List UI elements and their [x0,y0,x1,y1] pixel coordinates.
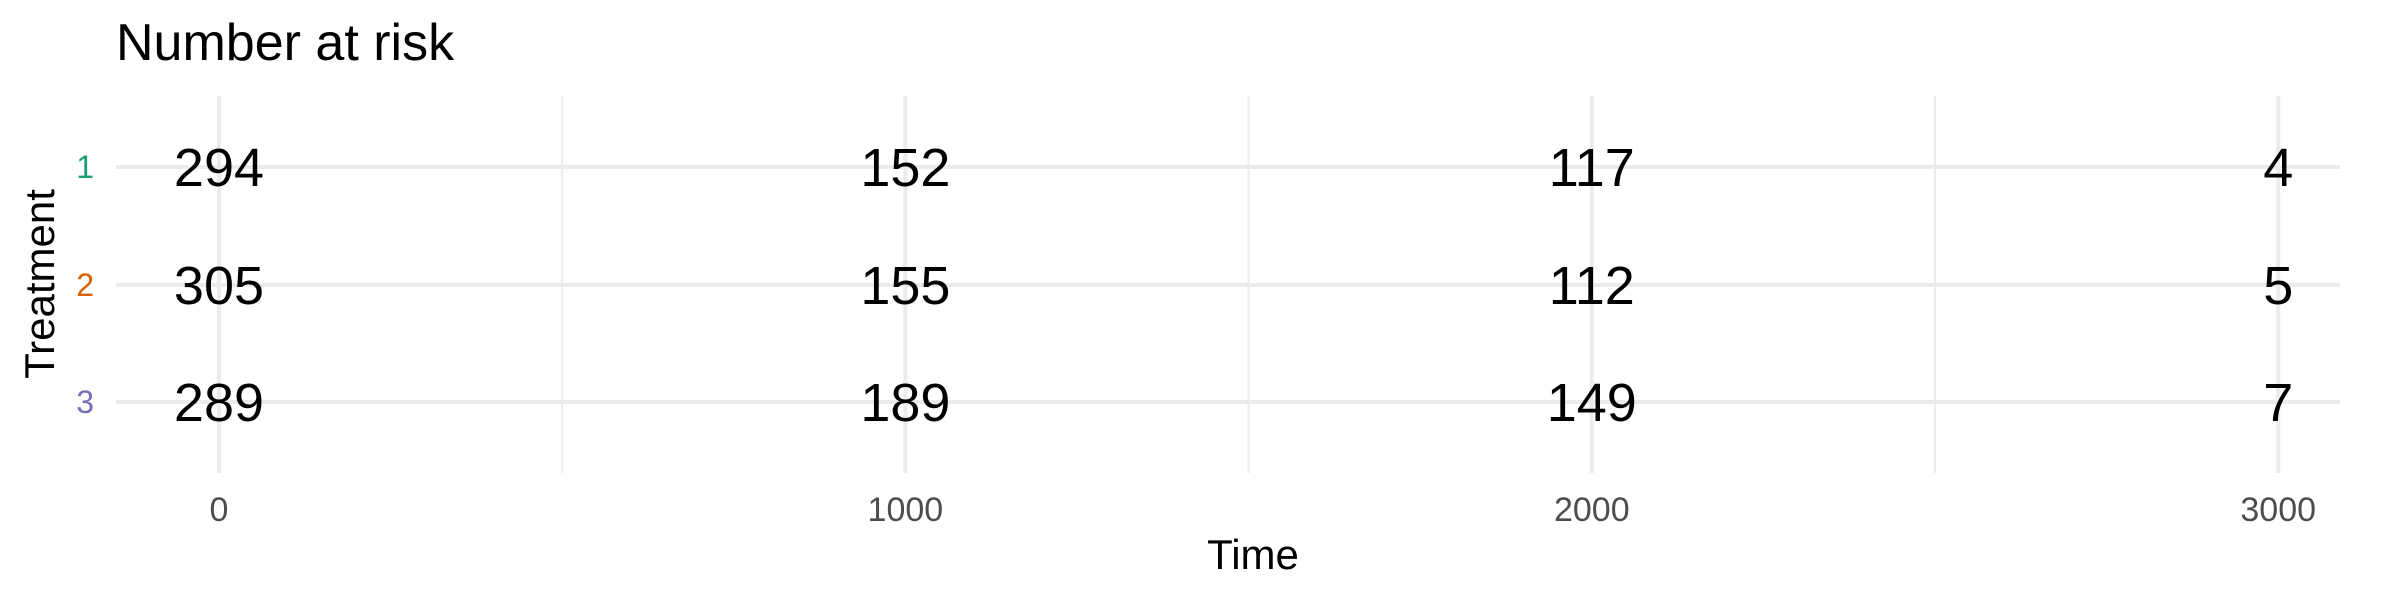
risk-cells: 294 152 117 4 305 155 112 5 289 189 149 7 [174,138,2293,433]
risk-value: 117 [1549,138,1635,198]
x-tick-labels: 0 1000 2000 3000 [210,491,2317,529]
risk-value: 189 [860,373,950,433]
risk-value: 112 [1549,256,1635,316]
x-tick-label: 2000 [1554,491,1630,529]
x-axis-title: Time [1207,531,1299,578]
y-tick-label: 2 [76,267,94,303]
y-tick-label: 3 [76,384,94,420]
risk-value: 289 [174,373,264,433]
y-tick-labels: 1 2 3 [76,149,94,420]
x-tick-label: 3000 [2240,491,2316,529]
grid [116,96,2340,473]
risk-value: 4 [2263,138,2293,198]
y-axis-title: Treatment [16,189,63,379]
risk-value: 294 [174,138,264,198]
x-tick-label: 1000 [868,491,944,529]
risk-value: 152 [860,138,950,198]
risk-value: 155 [860,256,950,316]
risk-value: 305 [174,256,264,316]
x-tick-label: 0 [210,491,229,529]
risk-value: 149 [1547,373,1637,433]
chart-title: Number at risk [116,14,455,72]
risk-value: 7 [2263,373,2293,433]
y-tick-label: 1 [76,149,94,185]
risk-value: 5 [2263,256,2293,316]
